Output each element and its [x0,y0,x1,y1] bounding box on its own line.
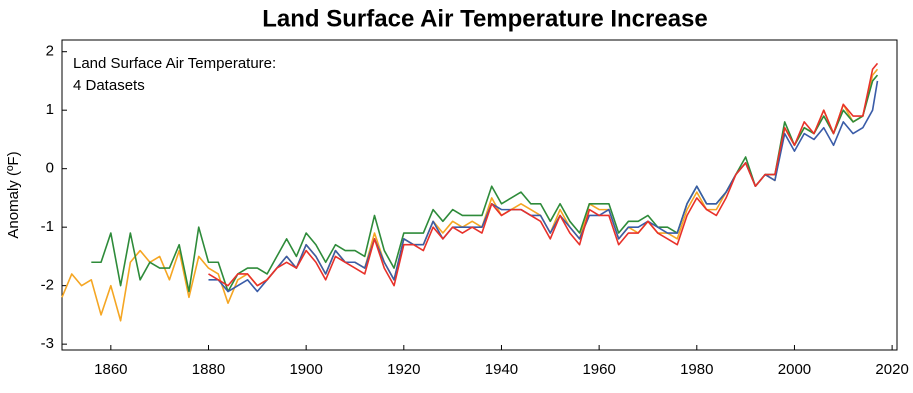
x-tick-label: 2000 [778,361,811,378]
data-line [208,80,879,293]
annotation: Land Surface Air Temperature: [73,55,276,72]
y-tick-label: -3 [41,335,54,352]
data-line [208,62,879,287]
y-tick-label: -1 [41,218,54,235]
x-tick-label: 2020 [875,361,908,378]
y-axis-label: Anomaly (ºF) [5,151,22,238]
x-tick-label: 1920 [387,361,420,378]
chart-title: Land Surface Air Temperature Increase [262,5,708,32]
x-tick-label: 1860 [94,361,127,378]
data-line [61,68,879,322]
x-tick-label: 1980 [680,361,713,378]
x-tick-label: 1900 [289,361,322,378]
x-tick-label: 1960 [582,361,615,378]
x-tick-label: 1940 [485,361,518,378]
y-tick-label: 1 [46,101,54,118]
y-tick-label: 2 [46,43,54,60]
plot-frame [61,39,898,351]
x-tick-label: 1880 [192,361,225,378]
y-tick-label: 0 [46,160,54,177]
y-tick-label: -2 [41,277,54,294]
annotation: 4 Datasets [73,77,145,94]
data-line [91,74,879,293]
